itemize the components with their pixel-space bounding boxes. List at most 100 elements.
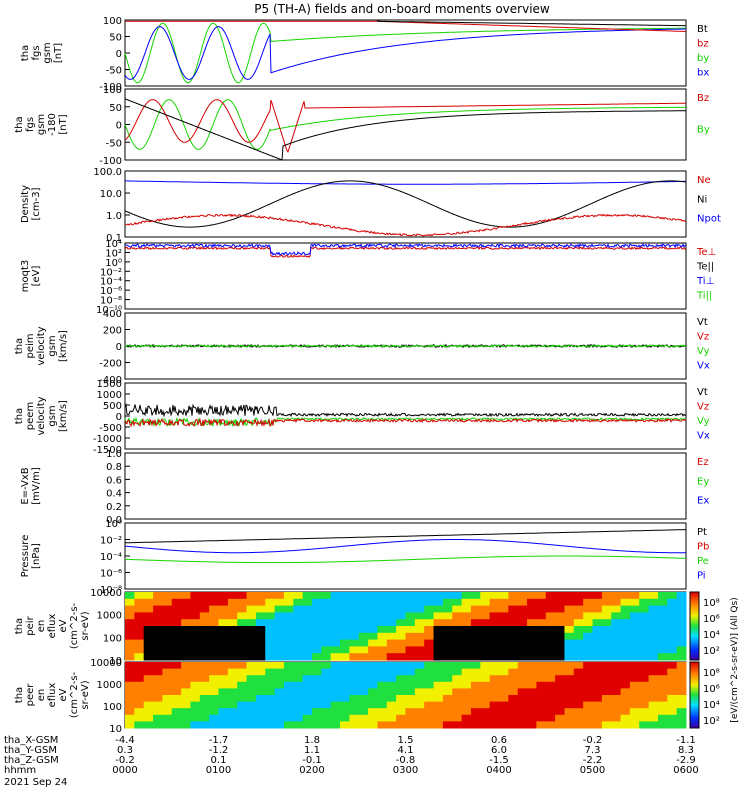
heatmap-cell [377, 715, 387, 722]
heatmap-cell [677, 662, 687, 669]
heatmap-cell [303, 682, 313, 689]
heatmap-cell [284, 695, 294, 702]
heatmap-cell [368, 702, 378, 709]
y-axis-label: tha [14, 687, 25, 703]
heatmap-cell [275, 606, 285, 613]
heatmap-cell [490, 688, 500, 695]
heatmap-cell [462, 715, 472, 722]
legend-entry: Bz [697, 93, 709, 104]
heatmap-cell [583, 646, 593, 653]
heatmap-cell [593, 695, 603, 702]
heatmap-cell [424, 619, 434, 626]
colorbar-tick: 10⁴ [703, 630, 720, 641]
heatmap-cell [172, 640, 182, 647]
heatmap-cell [480, 606, 490, 613]
heatmap-cell [546, 646, 556, 653]
heatmap-cell [172, 682, 182, 689]
heatmap-cell [527, 715, 537, 722]
heatmap-cell [144, 669, 154, 676]
heatmap-cell [247, 682, 257, 689]
heatmap-cell [209, 640, 219, 647]
heatmap-cell [284, 640, 294, 647]
heatmap-cell [377, 599, 387, 606]
x-tick-label: 0600 [673, 765, 698, 776]
heatmap-cell [293, 633, 303, 640]
heatmap-cell [312, 702, 322, 709]
heatmap-cell [265, 721, 275, 728]
heatmap-cell [256, 606, 266, 613]
heatmap-cell [462, 675, 472, 682]
heatmap-cell [658, 653, 668, 660]
heatmap-cell [256, 695, 266, 702]
panel-6: 150010005000-500-1000-1500tha peem velocit… [14, 379, 710, 456]
heatmap-cell [480, 599, 490, 606]
heatmap-cell [630, 715, 640, 722]
heatmap-cell [144, 592, 154, 599]
heatmap-cell [396, 612, 406, 619]
panel-5: 4002000-200-400tha peim velocity gsm [km/s]V… [14, 309, 710, 386]
heatmap-cell [172, 688, 182, 695]
heatmap-cell [658, 599, 668, 606]
heatmap-cell [471, 653, 481, 660]
heatmap-cell [583, 640, 593, 647]
heatmap-cell [377, 675, 387, 682]
heatmap-cell [611, 633, 621, 640]
heatmap-cell [200, 669, 210, 676]
heatmap-cell [396, 633, 406, 640]
heatmap-cell [293, 612, 303, 619]
heatmap-cell [649, 612, 659, 619]
legend-entry: Ni [697, 194, 707, 205]
heatmap-cell [630, 646, 640, 653]
heatmap-cell [536, 612, 546, 619]
y-tick-label: 10⁻² [100, 536, 122, 547]
heatmap-cell [593, 606, 603, 613]
heatmap-cell [611, 646, 621, 653]
heatmap-cell [331, 688, 341, 695]
heatmap-cell [200, 606, 210, 613]
heatmap-cell [219, 708, 229, 715]
heatmap-cell [574, 675, 584, 682]
heatmap-cell [359, 669, 369, 676]
heatmap-cell [190, 619, 200, 626]
heatmap-cell [452, 633, 462, 640]
y-tick-label: -50 [106, 66, 122, 77]
heatmap-cell [434, 646, 444, 653]
heatmap-cell [639, 653, 649, 660]
heatmap-cell [340, 702, 350, 709]
heatmap-cell [424, 669, 434, 676]
heatmap-cell [284, 612, 294, 619]
heatmap-cell [181, 626, 191, 633]
heatmap-cell [396, 675, 406, 682]
heatmap-cell [527, 606, 537, 613]
heatmap-cell [396, 721, 406, 728]
heatmap-cell [611, 715, 621, 722]
heatmap-cell [518, 633, 528, 640]
heatmap-cell [181, 599, 191, 606]
heatmap-cell [134, 669, 144, 676]
heatmap-cell [677, 715, 687, 722]
heatmap-cell [200, 708, 210, 715]
heatmap-cell [284, 715, 294, 722]
heatmap-cell [219, 626, 229, 633]
series-group [125, 244, 686, 257]
heatmap-cell [564, 646, 574, 653]
heatmap-cell [621, 612, 631, 619]
heatmap-cell [293, 669, 303, 676]
heatmap-cell [377, 708, 387, 715]
heatmap-cell [480, 721, 490, 728]
heatmap-cell [321, 662, 331, 669]
heatmap-cell [555, 619, 565, 626]
heatmap-cell [190, 721, 200, 728]
heatmap-cell [452, 606, 462, 613]
legend-entry: bz [697, 39, 709, 50]
heatmap-cell [415, 721, 425, 728]
heatmap-cell [125, 640, 135, 647]
heatmap-cell [377, 633, 387, 640]
heatmap-cell [424, 640, 434, 647]
heatmap-cell [377, 592, 387, 599]
heatmap-cell [265, 662, 275, 669]
heatmap-cell [583, 675, 593, 682]
heatmap-cell [219, 640, 229, 647]
heatmap-cell [583, 612, 593, 619]
heatmap-cell [443, 662, 453, 669]
